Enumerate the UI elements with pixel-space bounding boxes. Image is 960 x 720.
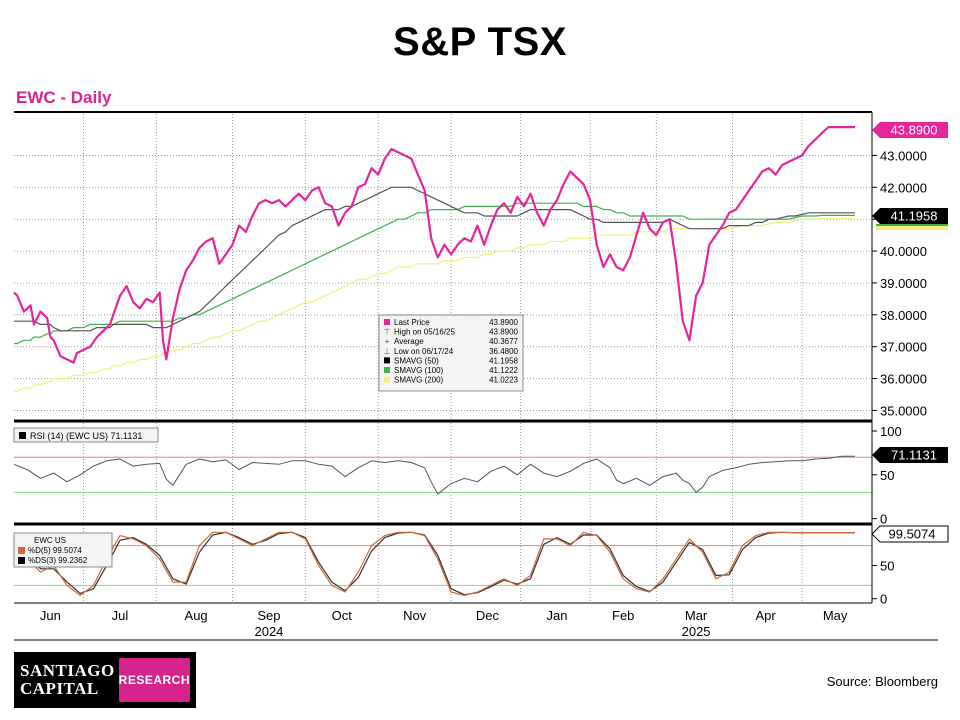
legend-label: SMAVG (200)	[394, 376, 444, 385]
legend-swatch	[384, 357, 390, 364]
line-layer	[13, 126, 855, 596]
logo-research-tag: RESEARCH	[118, 658, 190, 702]
legend-label: High on 05/16/25	[394, 328, 455, 337]
last-price-line	[13, 126, 855, 364]
legend-glyph: +	[385, 337, 390, 346]
badges: 43.8900 41.1958 71.1131 99.5074	[871, 122, 949, 543]
page-title: S&P TSX	[393, 20, 567, 64]
stoch-badge: 99.5074	[889, 527, 936, 542]
sma-badge: 41.1958	[891, 209, 938, 224]
rsi-legend: RSI (14) (EWC US) 71.1131	[13, 427, 159, 443]
sma100-line	[14, 202, 855, 345]
month-label: Oct	[332, 608, 353, 623]
price-tick-label: 37.0000	[880, 340, 927, 355]
legend-value: 41.1958	[489, 356, 518, 365]
month-label: Nov	[403, 608, 427, 623]
label-layer: 35.0000 36.0000 37.0000 38.0000 39.0000 40.00…	[40, 148, 927, 639]
rsi-line	[13, 455, 855, 495]
sma50-line	[14, 186, 855, 332]
legend-label: SMAVG (100)	[394, 366, 444, 375]
logo-line1: SANTIAGO	[20, 661, 115, 680]
logo-line2: CAPITAL	[20, 679, 99, 698]
legend-swatch	[384, 319, 390, 325]
stoch-badge-bg	[871, 525, 949, 543]
legend-value: 43.8900	[489, 318, 518, 327]
legend-value: 43.8900	[489, 328, 518, 337]
year-label: 2024	[254, 624, 283, 639]
rsi-badge: 71.1131	[891, 448, 937, 463]
price-legend: Last Price 43.8900 ⊤ High on 05/16/25 43.890…	[378, 314, 524, 392]
price-tick-label: 43.0000	[880, 148, 927, 163]
stoch-legend-title: EWC US	[34, 536, 66, 545]
osc-tick-label: 50	[880, 558, 894, 573]
price-tick-label: 36.0000	[880, 372, 927, 387]
stoch-d-label: %D(5) 99.5074	[28, 546, 82, 555]
chart-subtitle: EWC - Daily	[16, 88, 112, 107]
month-label: Jul	[112, 608, 129, 623]
osc-tick-label: 50	[880, 468, 894, 483]
year-label: 2025	[682, 624, 711, 639]
sma-badge-bg	[872, 208, 948, 224]
last-price-badge-bg	[872, 122, 948, 138]
logo-wordmark: SANTIAGO CAPITAL	[14, 652, 119, 708]
rsi-badge-bg	[872, 447, 948, 463]
price-tick-label: 42.0000	[880, 180, 927, 195]
chart-svg: 35.0000 36.0000 37.0000 38.0000 39.0000 40.00…	[13, 111, 949, 641]
month-label: Feb	[612, 608, 634, 623]
legend-glyph: ⊤	[384, 328, 391, 337]
legend-value: 41.0223	[489, 376, 518, 385]
price-legend-box	[378, 314, 524, 392]
legend-label: Average	[394, 337, 424, 346]
sma100-badge-strip	[876, 224, 948, 226]
month-label: Mar	[685, 608, 708, 623]
stoch-ds-swatch	[18, 557, 25, 564]
price-tick-label: 39.0000	[880, 276, 927, 291]
legend-glyph: ⊥	[384, 347, 391, 356]
last-price-badge: 43.8900	[891, 123, 938, 138]
legend-value: 41.1222	[489, 366, 518, 375]
legend-swatch	[384, 376, 390, 383]
stoch-d-line	[13, 531, 855, 596]
legend-value: 40.3677	[489, 337, 518, 346]
osc-tick-label: 0	[880, 592, 887, 607]
legend-label: Low on 06/17/24	[394, 347, 454, 356]
month-label: Aug	[185, 608, 208, 623]
osc-tick-label: 100	[880, 424, 902, 439]
legend-swatch	[384, 367, 390, 373]
month-label: Dec	[476, 608, 500, 623]
legend-value: 36.4800	[489, 347, 518, 356]
santiago-capital-logo: SANTIAGO CAPITAL RESEARCH	[14, 652, 196, 708]
price-tick-label: 40.0000	[880, 244, 927, 259]
stoch-legend-box	[13, 532, 113, 568]
stoch-ds-label: %DS(3) 99.2362	[28, 556, 88, 565]
rsi-legend-swatch	[19, 432, 26, 439]
stoch-ds-line	[13, 531, 855, 596]
month-label: Apr	[755, 608, 776, 623]
price-tick-label: 35.0000	[880, 403, 927, 418]
stoch-d-swatch	[18, 547, 25, 554]
legend-label: Last Price	[394, 318, 430, 327]
sma200-badge-strip	[876, 226, 948, 230]
rsi-legend-text: RSI (14) (EWC US) 71.1131	[30, 431, 142, 441]
month-label: Sep	[257, 608, 280, 623]
osc-tick-label: 0	[880, 512, 887, 527]
rsi-legend-box	[13, 427, 159, 443]
price-tick-label: 38.0000	[880, 308, 927, 323]
legend-label: SMAVG (50)	[394, 356, 439, 365]
source-note: Source: Bloomberg	[826, 674, 938, 689]
month-label: May	[823, 608, 848, 623]
stoch-legend: EWC US %D(5) 99.5074 %DS(3) 99.2362	[13, 532, 113, 568]
frame-layer	[14, 111, 938, 641]
month-label: Jan	[547, 608, 568, 623]
month-label: Jun	[40, 608, 61, 623]
